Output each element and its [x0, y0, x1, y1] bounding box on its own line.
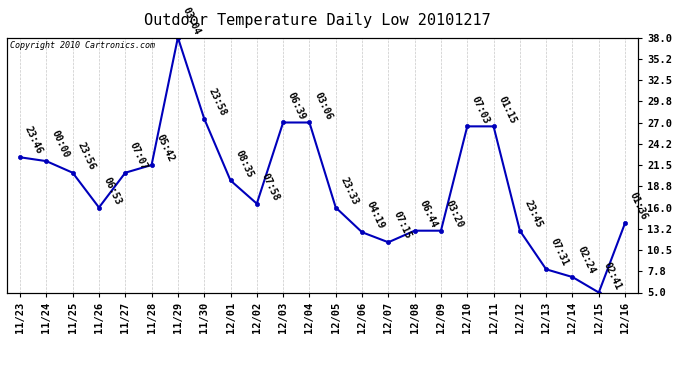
Text: 06:53: 06:53: [101, 175, 124, 206]
Text: 00:00: 00:00: [49, 129, 70, 160]
Text: 23:56: 23:56: [75, 141, 97, 171]
Text: 02:41: 02:41: [602, 260, 623, 291]
Text: 03:20: 03:20: [444, 198, 465, 229]
Text: 23:45: 23:45: [522, 198, 544, 229]
Text: 07:58: 07:58: [259, 171, 281, 202]
Text: 07:03: 07:03: [470, 94, 491, 125]
Text: 01:36: 01:36: [628, 191, 649, 222]
Text: 05:42: 05:42: [155, 133, 176, 164]
Text: 03:04: 03:04: [181, 5, 202, 36]
Text: 07:31: 07:31: [549, 237, 571, 268]
Text: 03:06: 03:06: [312, 90, 334, 121]
Text: Copyright 2010 Cartronics.com: Copyright 2010 Cartronics.com: [10, 41, 155, 50]
Text: 23:33: 23:33: [339, 175, 360, 206]
Text: 23:46: 23:46: [23, 125, 44, 156]
Text: 06:39: 06:39: [286, 90, 307, 121]
Text: 01:15: 01:15: [496, 94, 518, 125]
Text: Outdoor Temperature Daily Low 20101217: Outdoor Temperature Daily Low 20101217: [144, 13, 491, 28]
Text: 06:44: 06:44: [417, 198, 439, 229]
Text: 07:07: 07:07: [128, 141, 150, 171]
Text: 23:58: 23:58: [207, 86, 228, 117]
Text: 04:19: 04:19: [365, 200, 386, 231]
Text: 02:24: 02:24: [575, 245, 597, 276]
Text: 07:15: 07:15: [391, 210, 413, 241]
Text: 08:35: 08:35: [233, 148, 255, 179]
